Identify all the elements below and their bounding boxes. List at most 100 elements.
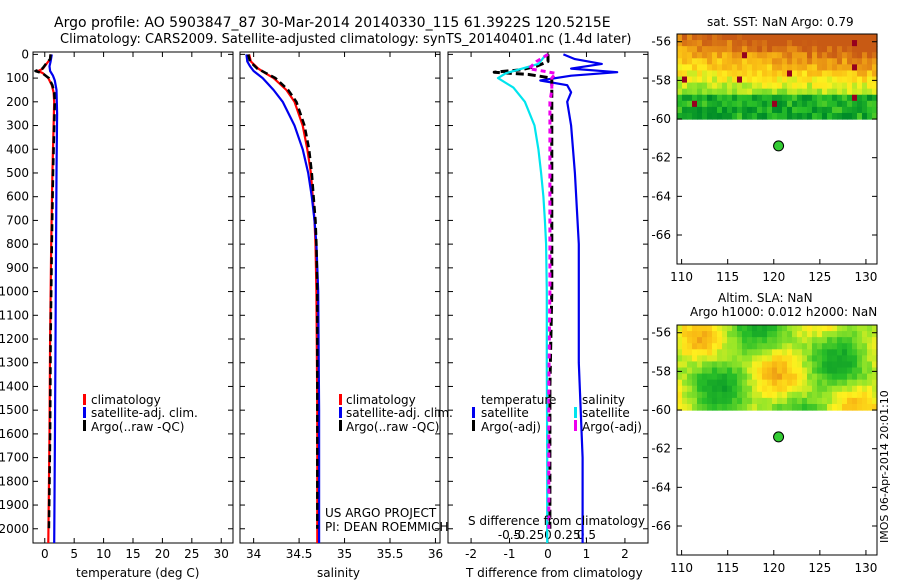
credit-line-1: US ARGO PROJECT bbox=[325, 506, 437, 520]
x-tick-label: -2 bbox=[465, 547, 477, 561]
t-difference-axis-label: T difference from climatology bbox=[465, 566, 643, 580]
s-diff-tick-label: 0.25 bbox=[554, 528, 581, 542]
legend-label-t-argo: Argo(-adj) bbox=[481, 420, 541, 434]
depth-tick-label: 1700 bbox=[0, 451, 29, 465]
legend-label-climatology: climatology bbox=[346, 393, 416, 407]
x-tick-label: 2 bbox=[621, 547, 629, 561]
s-diff-tick-label: -0.5 bbox=[498, 528, 521, 542]
header-line-1: Argo profile: AO 5903847_87 30-Mar-2014 … bbox=[54, 15, 611, 31]
legend-label-s-argo: Argo(-adj) bbox=[582, 420, 642, 434]
x-tick-label: 35.5 bbox=[377, 547, 404, 561]
float-position-marker bbox=[773, 431, 785, 443]
lat-tick-label: -60 bbox=[651, 112, 671, 126]
map-frame bbox=[676, 324, 878, 556]
x-tick-label: 10 bbox=[96, 547, 111, 561]
panel-frame bbox=[32, 51, 234, 544]
lat-tick-label: -62 bbox=[651, 442, 671, 456]
depth-tick-label: 200 bbox=[6, 95, 29, 109]
legend-label-climatology: climatology bbox=[91, 393, 161, 407]
difference-panel: -2 -1 0 1 2-0.5-0.25 0 0.250.5 bbox=[447, 51, 649, 561]
lon-tick-label: 110 bbox=[670, 561, 693, 575]
series-line-argo-raw-qc bbox=[34, 54, 57, 529]
depth-tick-label: 1400 bbox=[0, 379, 29, 393]
depth-tick-label: 700 bbox=[6, 213, 29, 227]
legend-label-argo: Argo(..raw -QC) bbox=[91, 420, 184, 434]
legend-label-s-satellite: satellite bbox=[582, 406, 630, 420]
x-tick-label: 20 bbox=[155, 547, 170, 561]
series-line-climatology bbox=[248, 54, 319, 543]
legend-swatch-t-argo bbox=[472, 420, 475, 431]
depth-tick-label: 800 bbox=[6, 237, 29, 251]
imos-timestamp: IMOS 06-Apr-2014 20:01:10 bbox=[878, 390, 891, 543]
legend-label-argo: Argo(..raw -QC) bbox=[346, 420, 439, 434]
lon-tick-label: 120 bbox=[762, 270, 785, 284]
temperature-panel: 0100200300400500600700800900100011001200… bbox=[0, 47, 234, 561]
sla-map-subtitle: Argo h1000: 0.012 h2000: NaN bbox=[690, 305, 877, 319]
x-tick-label: 34.5 bbox=[286, 547, 313, 561]
lat-tick-label: -62 bbox=[651, 151, 671, 165]
depth-tick-label: 1900 bbox=[0, 498, 29, 512]
x-tick-label: -1 bbox=[504, 547, 516, 561]
depth-tick-label: 2000 bbox=[0, 522, 29, 536]
lat-tick-label: -58 bbox=[651, 364, 671, 378]
lat-tick-label: -56 bbox=[651, 326, 671, 340]
depth-tick-label: 1000 bbox=[0, 285, 29, 299]
x-tick-label: 34 bbox=[246, 547, 261, 561]
lat-tick-label: -66 bbox=[651, 228, 671, 242]
depth-tick-label: 100 bbox=[6, 71, 29, 85]
x-tick-label: 0 bbox=[544, 547, 552, 561]
x-tick-label: 25 bbox=[184, 547, 199, 561]
legend-swatch-t-satellite bbox=[472, 407, 475, 418]
temperature-legend: climatology satellite-adj. clim. Argo(..… bbox=[83, 393, 198, 434]
salinity-legend: climatology satellite-adj. clim. Argo(..… bbox=[339, 393, 453, 434]
x-tick-label: 0 bbox=[41, 547, 49, 561]
legend-label-t-satellite: satellite bbox=[481, 406, 529, 420]
lat-tick-label: -64 bbox=[651, 480, 671, 494]
series-line-salinity-satellite bbox=[496, 53, 549, 543]
map-frame bbox=[676, 33, 878, 265]
sst-map: -56 -58 -60 -62 -64 -66 110 115 120 125 130 bbox=[651, 33, 878, 284]
depth-tick-label: 300 bbox=[6, 119, 29, 133]
x-tick-label: 30 bbox=[214, 547, 229, 561]
salinity-axis-label: salinity bbox=[317, 566, 360, 580]
x-tick-label: 1 bbox=[583, 547, 591, 561]
series-line-argo-raw-qc bbox=[246, 54, 319, 529]
depth-tick-label: 1500 bbox=[0, 403, 29, 417]
depth-tick-label: 1200 bbox=[0, 332, 29, 346]
series-line-satellite-adj-clim bbox=[245, 54, 321, 543]
sla-map: -56 -58 -60 -62 -64 -66 110 115 120 125 130 bbox=[651, 324, 878, 575]
lat-tick-label: -56 bbox=[651, 35, 671, 49]
lat-tick-label: -60 bbox=[651, 403, 671, 417]
depth-tick-label: 1600 bbox=[0, 427, 29, 441]
temperature-axis-label: temperature (deg C) bbox=[76, 566, 199, 580]
sla-field bbox=[677, 325, 878, 411]
depth-tick-label: 0 bbox=[21, 47, 29, 61]
sst-map-title: sat. SST: NaN Argo: 0.79 bbox=[707, 15, 854, 29]
sst-field bbox=[677, 34, 878, 120]
lon-tick-label: 130 bbox=[854, 561, 877, 575]
legend-swatch-climatology bbox=[83, 394, 86, 405]
depth-tick-label: 500 bbox=[6, 166, 29, 180]
depth-tick-label: 1300 bbox=[0, 356, 29, 370]
legend-swatch-satellite bbox=[83, 407, 86, 418]
depth-tick-label: 1100 bbox=[0, 308, 29, 322]
depth-tick-label: 1800 bbox=[0, 474, 29, 488]
salinity-panel: 34 34.5 35 35.5 36 bbox=[239, 51, 443, 561]
series-line-satellite-adj-clim bbox=[48, 54, 59, 544]
panel-frame bbox=[239, 51, 441, 544]
legend-label-satellite: satellite-adj. clim. bbox=[346, 406, 453, 420]
series-line-temperature-satellite bbox=[539, 53, 619, 543]
lon-tick-label: 125 bbox=[808, 270, 831, 284]
legend-swatch-satellite bbox=[339, 407, 342, 418]
lon-tick-label: 125 bbox=[808, 561, 831, 575]
s-diff-tick-label: 0.5 bbox=[577, 528, 596, 542]
legend-swatch-s-satellite bbox=[574, 407, 577, 418]
lat-tick-label: -64 bbox=[651, 189, 671, 203]
legend-title-temperature: temperature bbox=[481, 393, 556, 407]
lat-tick-label: -58 bbox=[651, 73, 671, 87]
series-line-temperature-argo-adj bbox=[492, 54, 554, 529]
lon-tick-label: 115 bbox=[716, 270, 739, 284]
legend-swatch-s-argo bbox=[574, 420, 577, 431]
header-line-2: Climatology: CARS2009. Satellite-adjuste… bbox=[60, 32, 632, 47]
